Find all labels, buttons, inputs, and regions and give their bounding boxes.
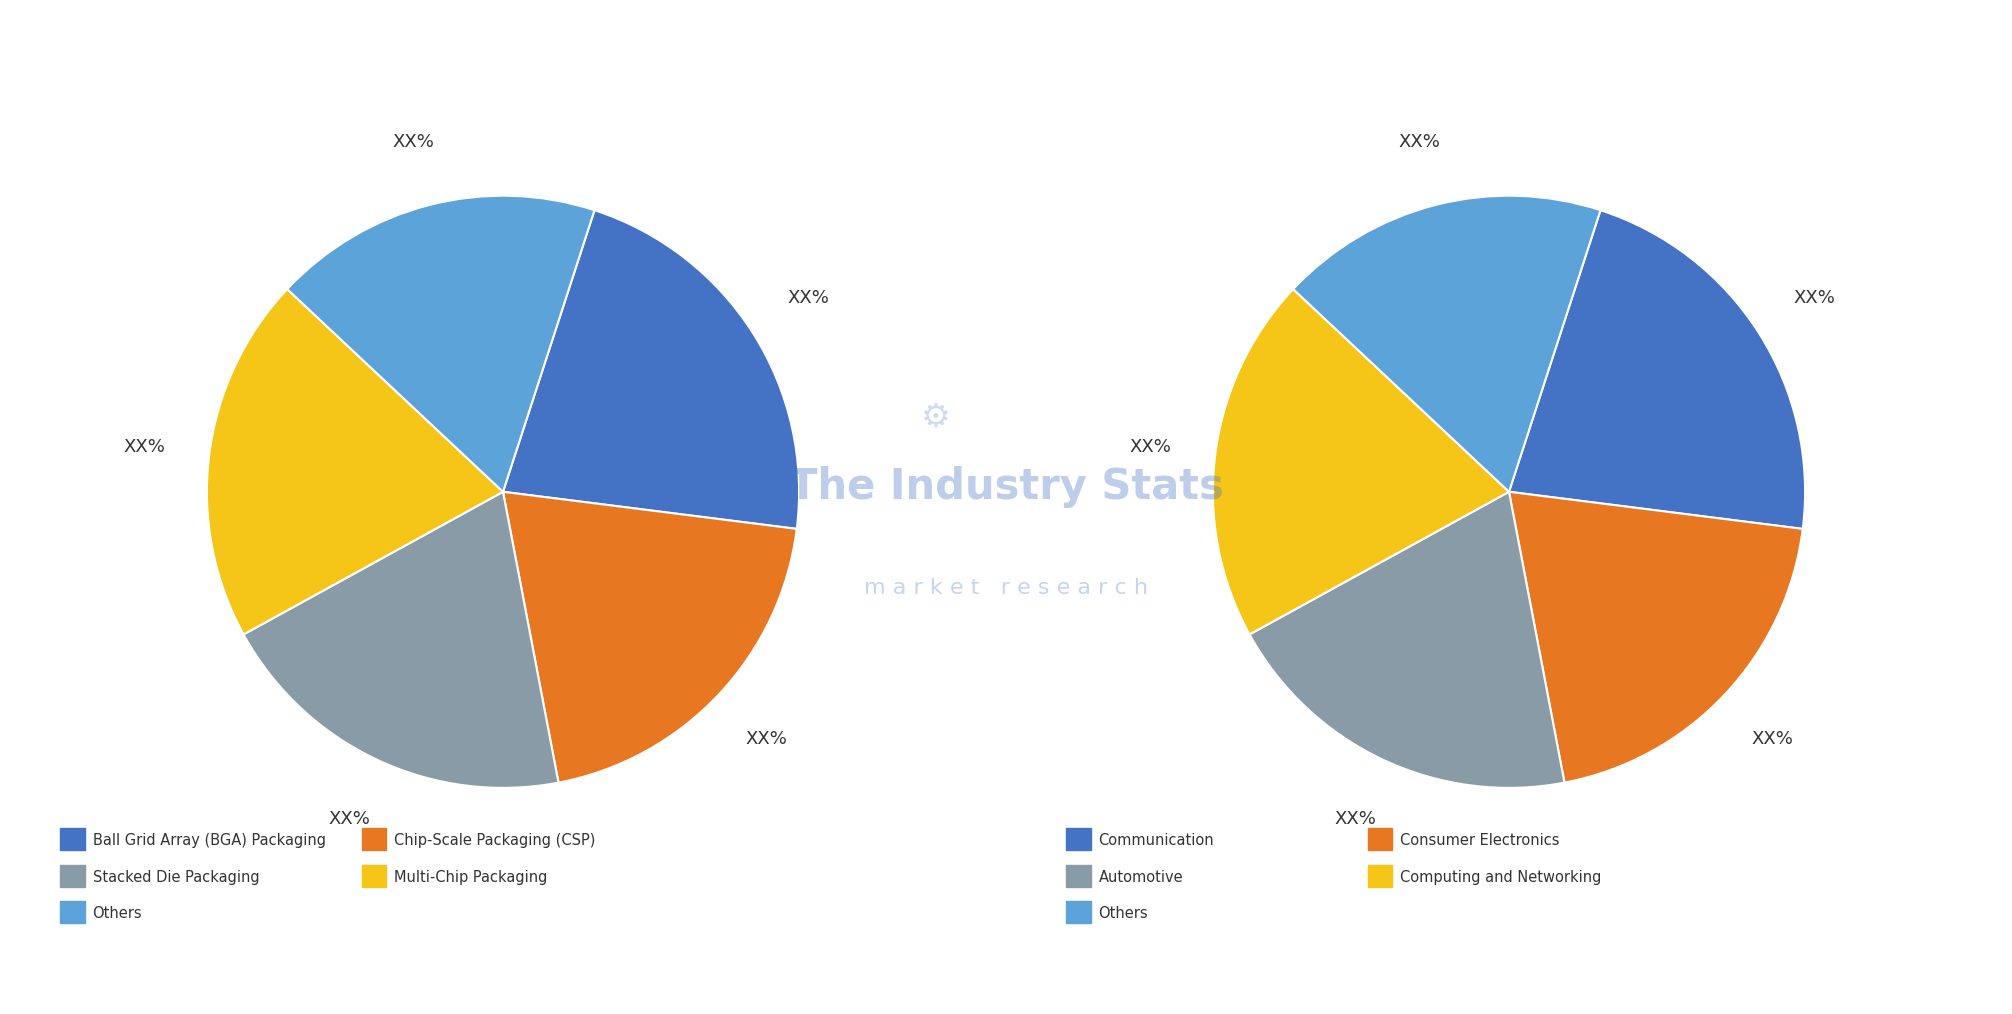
Text: XX%: XX%	[392, 133, 435, 151]
Bar	[1066, 828, 1091, 851]
Text: XX%: XX%	[1398, 133, 1441, 151]
Text: Email: sales@theindustrystats.com: Email: sales@theindustrystats.com	[588, 967, 942, 985]
Text: Chip-Scale Packaging (CSP): Chip-Scale Packaging (CSP)	[394, 834, 596, 848]
Text: Website: www.theindustrystats.com: Website: www.theindustrystats.com	[1467, 967, 1833, 985]
Bar	[1368, 865, 1392, 887]
Text: Others: Others	[1099, 907, 1149, 921]
Text: ⚙: ⚙	[921, 402, 950, 434]
Bar	[1066, 865, 1091, 887]
Wedge shape	[243, 492, 559, 788]
Bar	[60, 901, 85, 924]
Wedge shape	[207, 289, 503, 635]
Wedge shape	[288, 196, 594, 492]
Bar	[60, 865, 85, 887]
Bar	[362, 865, 386, 887]
Bar	[60, 828, 85, 851]
Text: m a r k e t   r e s e a r c h: m a r k e t r e s e a r c h	[863, 578, 1149, 598]
Text: Computing and Networking: Computing and Networking	[1400, 870, 1602, 884]
Text: XX%: XX%	[328, 809, 370, 827]
Text: Communication: Communication	[1099, 834, 1213, 848]
Text: XX%: XX%	[787, 289, 829, 307]
Text: Stacked Die Packaging: Stacked Die Packaging	[93, 870, 260, 884]
Text: XX%: XX%	[1750, 730, 1793, 748]
Bar	[1066, 901, 1091, 924]
Bar	[362, 828, 386, 851]
Wedge shape	[1509, 210, 1805, 529]
Text: Application: Application	[30, 91, 191, 116]
Wedge shape	[1294, 196, 1600, 492]
Text: XX%: XX%	[744, 730, 787, 748]
Text: Ball Grid Array (BGA) Packaging: Ball Grid Array (BGA) Packaging	[93, 834, 326, 848]
Text: Others: Others	[93, 907, 143, 921]
Bar	[1368, 828, 1392, 851]
Text: Source: Theindustrystats Analysis: Source: Theindustrystats Analysis	[30, 967, 376, 985]
Text: Fig. Global Outsourced Semiconductor Assembly and Test (OSAT) Market Share by Pr: Fig. Global Outsourced Semiconductor Ass…	[30, 37, 1431, 61]
Text: XX%: XX%	[1334, 809, 1376, 827]
Text: XX%: XX%	[123, 437, 165, 455]
Wedge shape	[503, 492, 797, 783]
Wedge shape	[503, 210, 799, 529]
Text: Multi-Chip Packaging: Multi-Chip Packaging	[394, 870, 547, 884]
Wedge shape	[1509, 492, 1803, 783]
Text: XX%: XX%	[1793, 289, 1835, 307]
Text: Consumer Electronics: Consumer Electronics	[1400, 834, 1559, 848]
Text: Automotive: Automotive	[1099, 870, 1183, 884]
Text: XX%: XX%	[1129, 437, 1171, 455]
Wedge shape	[1213, 289, 1509, 635]
Wedge shape	[1249, 492, 1565, 788]
Text: The Industry Stats: The Industry Stats	[789, 465, 1223, 508]
